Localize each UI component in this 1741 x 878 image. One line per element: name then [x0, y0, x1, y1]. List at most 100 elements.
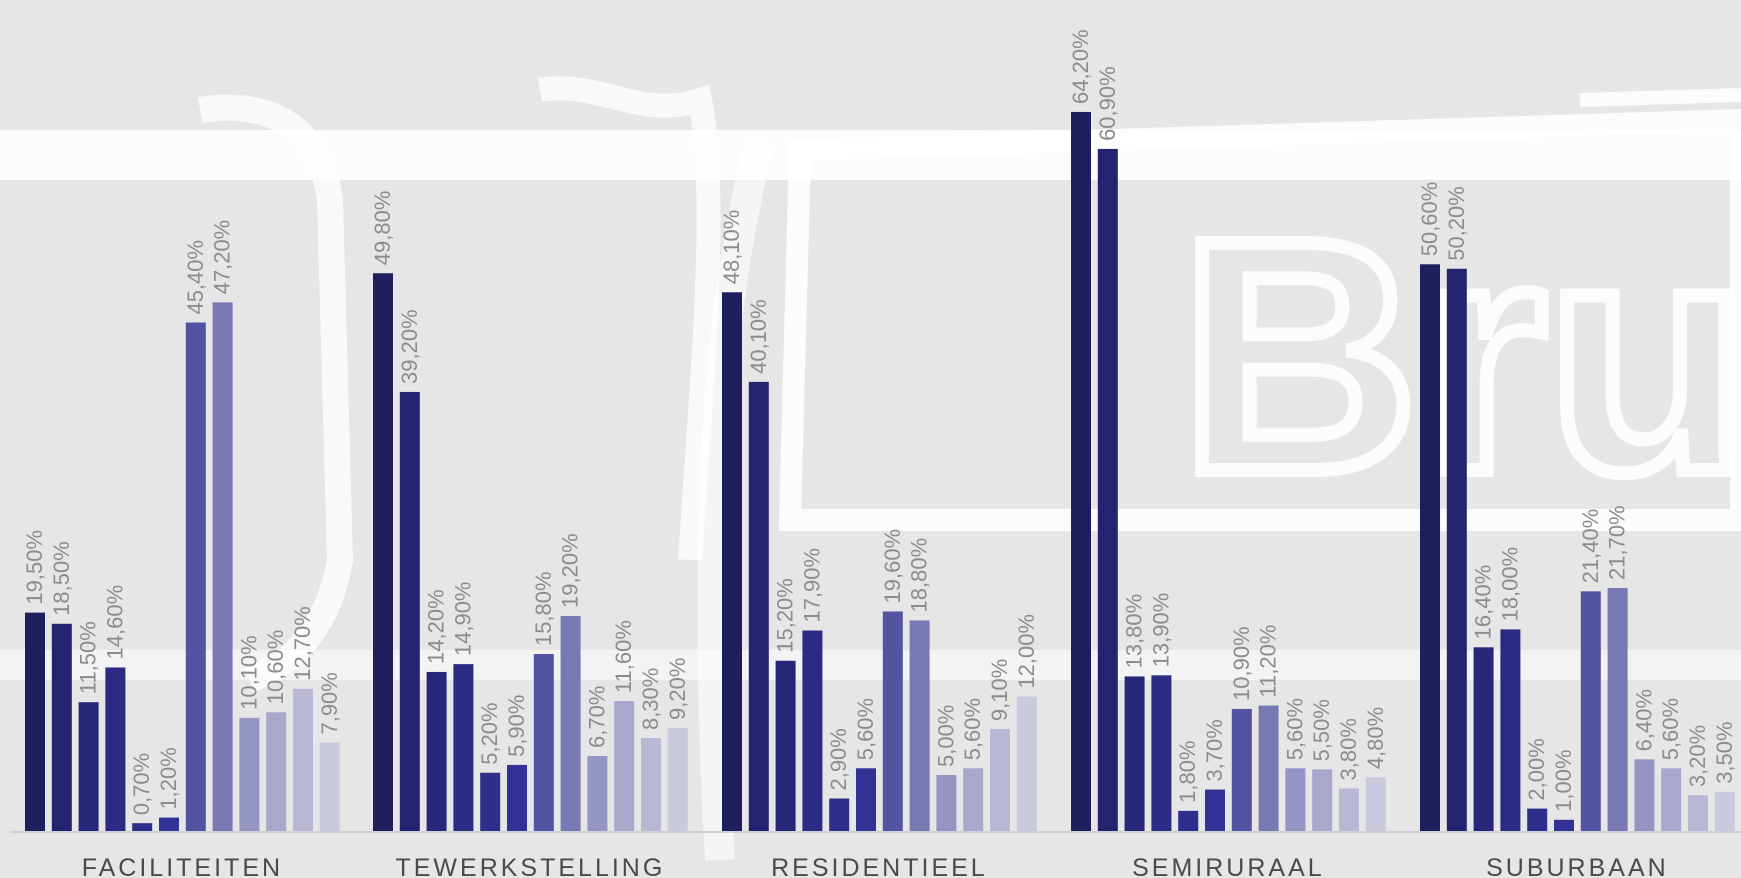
value-label: 1,80%: [1175, 740, 1200, 802]
bar-faciliteiten-7: [185, 322, 206, 831]
value-label: 10,10%: [236, 635, 261, 710]
value-label: 5,60%: [960, 698, 985, 760]
bar-residentieel-4: [802, 630, 823, 831]
bar-suburbaan-6: [1554, 819, 1574, 831]
value-labels-group: 19,50% 18,50%11,50% 14,60% 0,70% 1,20% 45,40%…: [22, 29, 1737, 815]
value-label: 19,60%: [880, 529, 905, 604]
value-label: 2,90%: [826, 728, 851, 790]
bar-residentieel-8: [909, 620, 930, 831]
bar-semiruraal-8: [1258, 705, 1279, 831]
bar-residentieel-3: [775, 660, 796, 831]
category-label-faciliteiten: FACILITEITEN: [82, 854, 283, 878]
bar-tewerkstelling-5: [480, 772, 501, 831]
value-label: 2,00%: [1524, 738, 1549, 800]
bar-tewerkstelling-11: [641, 738, 661, 831]
bar-residentieel-5: [829, 798, 850, 831]
value-label: 49,80%: [370, 191, 395, 266]
value-label: 3,80%: [1336, 718, 1361, 780]
value-label: 3,70%: [1202, 719, 1227, 781]
bars-group: [25, 111, 1735, 832]
bar-faciliteiten-4: [105, 667, 126, 831]
bar-residentieel-10: [963, 768, 984, 831]
value-label: 21,40%: [1578, 509, 1603, 584]
bar-suburbaan-3: [1473, 647, 1494, 831]
bar-suburbaan-2: [1446, 268, 1467, 831]
value-label: 4,80%: [1363, 707, 1388, 769]
bar-tewerkstelling-9: [587, 755, 608, 831]
value-label: 11,20%: [1256, 625, 1281, 698]
bar-tewerkstelling-1: [373, 273, 393, 831]
bar-tewerkstelling-3: [426, 671, 447, 831]
bar-tewerkstelling-7: [533, 654, 554, 831]
value-label: 9,10%: [987, 659, 1012, 721]
value-label: 19,20%: [558, 533, 583, 608]
value-label: 5,20%: [477, 702, 502, 764]
value-label: 7,90%: [317, 672, 342, 734]
bar-residentieel-7: [882, 611, 903, 831]
value-label: 18,80%: [907, 538, 932, 613]
value-label: 6,70%: [584, 686, 609, 748]
bar-faciliteiten-1: [25, 612, 45, 831]
value-label: 1,00%: [1551, 749, 1576, 811]
value-label: 1,20%: [156, 747, 181, 809]
value-label: 5,60%: [1658, 698, 1683, 760]
value-label: 14,20%: [424, 589, 449, 664]
category-label-residentieel: RESIDENTIEEL: [771, 854, 988, 878]
value-label: 47,20%: [210, 220, 235, 295]
bar-faciliteiten-6: [159, 817, 179, 831]
bar-faciliteiten-3: [78, 702, 99, 831]
bar-semiruraal-9: [1285, 768, 1306, 831]
value-label: 21,70%: [1605, 505, 1630, 580]
bar-faciliteiten-12: [319, 742, 340, 831]
bar-tewerkstelling-2: [399, 391, 420, 831]
value-label: 19,50%: [22, 530, 47, 605]
value-label: 14,90%: [450, 581, 475, 656]
value-label: 40,10%: [746, 299, 771, 374]
bar-tewerkstelling-6: [507, 764, 527, 831]
value-label: 5,60%: [1282, 698, 1307, 760]
value-label: 5,90%: [504, 695, 529, 757]
value-label: 16,40%: [1471, 565, 1496, 640]
value-label: 0,70%: [129, 753, 154, 815]
value-label: 5,50%: [1309, 699, 1334, 761]
value-label: 12,70%: [290, 606, 315, 681]
bar-residentieel-6: [856, 768, 876, 831]
value-label: 14,60%: [102, 585, 127, 660]
bar-faciliteiten-11: [293, 688, 313, 831]
bar-semiruraal-1: [1071, 111, 1091, 831]
bar-suburbaan-10: [1661, 768, 1682, 831]
value-label: 13,90%: [1148, 593, 1173, 668]
value-label: 15,20%: [773, 578, 798, 653]
value-label: 45,40%: [183, 240, 208, 315]
value-label: 8,30%: [638, 668, 663, 730]
value-label: 11,60%: [611, 620, 636, 693]
value-label: 50,60%: [1417, 182, 1442, 257]
bar-residentieel-11: [990, 729, 1010, 831]
bar-faciliteiten-2: [51, 623, 72, 831]
bar-residentieel-2: [748, 381, 769, 831]
bar-tewerkstelling-8: [560, 615, 581, 831]
value-label: 5,00%: [933, 705, 958, 767]
category-label-tewerkstelling: TEWERKSTELLING: [395, 854, 665, 878]
value-label: 6,40%: [1631, 689, 1656, 751]
value-label: 48,10%: [719, 210, 744, 285]
category-labels-group: FACILITEITEN TEWERKSTELLING RESIDENTIEEL SE…: [82, 854, 1666, 878]
bar-suburbaan-12: [1714, 791, 1735, 831]
value-label: 5,60%: [853, 698, 878, 760]
bar-residentieel-9: [936, 775, 957, 831]
bar-tewerkstelling-10: [614, 701, 635, 831]
bar-semiruraal-5: [1178, 810, 1199, 831]
bar-semiruraal-3: [1124, 676, 1145, 831]
bar-semiruraal-10: [1312, 769, 1333, 831]
bar-faciliteiten-9: [239, 717, 260, 831]
bar-semiruraal-7: [1231, 708, 1252, 831]
value-label: 64,20%: [1068, 29, 1093, 104]
value-label: 18,50%: [49, 541, 74, 616]
bar-semiruraal-12: [1365, 777, 1386, 831]
bar-tewerkstelling-12: [667, 727, 688, 831]
value-label: 50,20%: [1444, 186, 1469, 261]
bar-faciliteiten-5: [132, 823, 153, 831]
value-label: 15,80%: [531, 571, 556, 646]
